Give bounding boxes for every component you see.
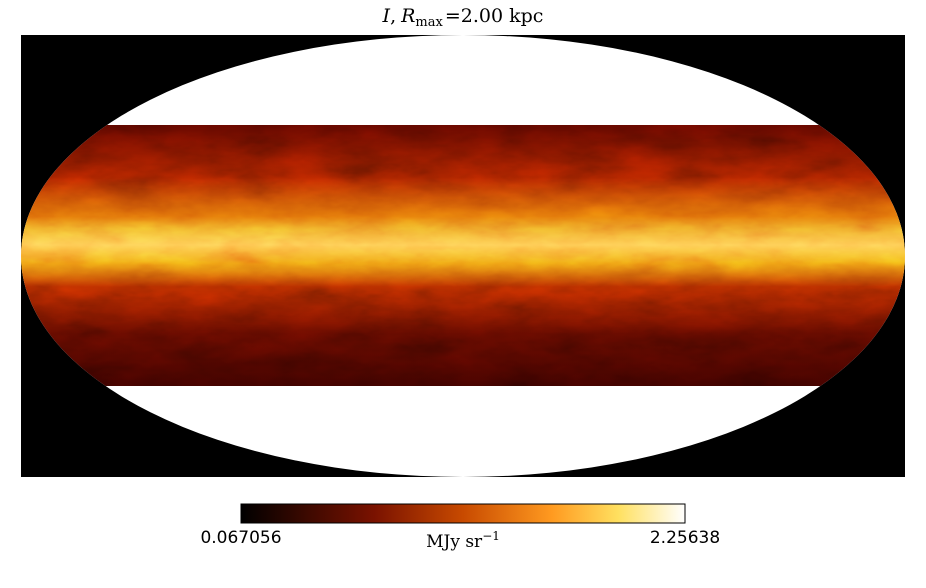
title-sub: max xyxy=(415,15,443,30)
title-comma: , xyxy=(390,5,396,27)
band-texture xyxy=(21,125,905,386)
colorbar-unit: MJy sr−1 xyxy=(426,529,500,552)
colorbar xyxy=(240,503,686,524)
unit-exp: −1 xyxy=(482,529,500,543)
unit-text: MJy sr xyxy=(426,532,483,552)
colorbar-min-label: 0.067056 xyxy=(200,528,281,548)
title-var: R xyxy=(400,5,415,27)
title-rest: =2.00 kpc xyxy=(445,5,544,27)
title-symbol: I xyxy=(382,5,391,27)
colorbar-max-label: 2.25638 xyxy=(650,528,720,548)
map-band xyxy=(21,125,905,386)
map-title: I, Rmax =2.00 kpc xyxy=(382,5,544,30)
